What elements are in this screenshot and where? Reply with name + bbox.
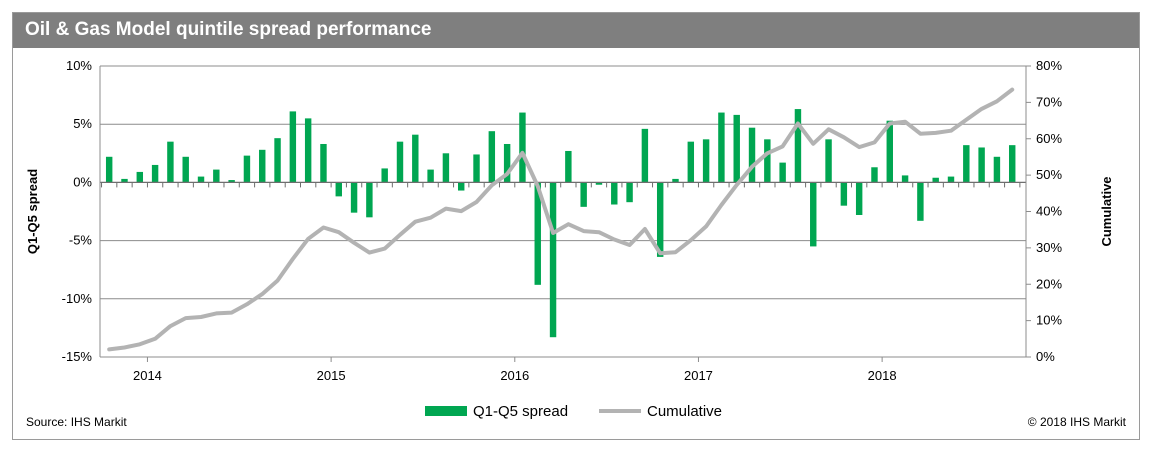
right-tick-label: 80% xyxy=(1036,58,1062,73)
spread-bar xyxy=(243,155,251,183)
spread-bar xyxy=(197,176,205,183)
right-tick-label: 20% xyxy=(1036,276,1062,291)
bar-series xyxy=(105,109,1016,338)
spread-bar xyxy=(672,178,679,183)
spread-bar xyxy=(917,182,924,221)
right-tick-label: 0% xyxy=(1036,349,1055,364)
spread-bar xyxy=(947,176,955,183)
spread-bar xyxy=(702,139,710,183)
line-series xyxy=(107,87,1015,352)
spread-bar xyxy=(519,112,526,183)
spread-bar xyxy=(764,139,771,183)
spread-bar xyxy=(151,164,159,183)
spread-bar xyxy=(580,182,587,207)
spread-bar xyxy=(289,111,297,183)
right-tick-label: 50% xyxy=(1036,167,1062,182)
spread-bar xyxy=(320,143,327,183)
right-tick-label: 60% xyxy=(1036,131,1062,146)
right-tick-label: 40% xyxy=(1036,204,1062,219)
spread-bar xyxy=(121,178,128,183)
spread-bar xyxy=(213,169,220,183)
spread-bar xyxy=(228,180,235,183)
spread-bar xyxy=(549,182,557,338)
x-tick-label: 2017 xyxy=(684,368,713,383)
spread-bar xyxy=(901,175,909,183)
spread-bar xyxy=(442,153,450,183)
spread-bar xyxy=(473,154,480,183)
spread-bar xyxy=(748,127,756,183)
spread-bar xyxy=(167,141,174,183)
legend-bar-label: Q1-Q5 spread xyxy=(473,403,568,420)
spread-bar xyxy=(656,182,664,257)
spread-bar xyxy=(458,182,465,191)
spread-bar xyxy=(595,182,603,185)
right-axis-title: Cumulative xyxy=(1099,176,1114,246)
spread-bar xyxy=(871,167,878,183)
legend-bar-swatch xyxy=(425,406,467,416)
spread-bar xyxy=(733,114,740,183)
spread-bar xyxy=(488,131,496,183)
spread-bar xyxy=(136,171,144,183)
spread-bar xyxy=(335,182,342,197)
source-note: Source: IHS Markit xyxy=(26,415,127,429)
copyright-note: © 2018 IHS Markit xyxy=(1027,415,1126,429)
spread-bar xyxy=(1009,145,1016,183)
x-tick-label: 2014 xyxy=(133,368,162,383)
chart-svg: 10% 5% 0% -5% -10% -15% 80% 70% 60% 50% 40% 30% 20% 1… xyxy=(25,58,1114,420)
cumulative-line xyxy=(107,87,1015,352)
spread-bar xyxy=(366,182,373,218)
right-tick-label: 70% xyxy=(1036,94,1062,109)
left-tick-label: 0% xyxy=(73,174,92,189)
left-axis-title: Q1-Q5 spread xyxy=(25,169,40,254)
spread-bar xyxy=(825,139,832,183)
left-tick-label: -15% xyxy=(62,349,93,364)
spread-bar xyxy=(534,182,541,285)
spread-bar xyxy=(886,120,893,183)
spread-bar xyxy=(350,182,358,213)
right-tick-label: 10% xyxy=(1036,313,1062,328)
spread-bar xyxy=(641,128,649,183)
spread-bar xyxy=(105,156,113,183)
x-tick-label: 2018 xyxy=(868,368,897,383)
x-tick-label: 2015 xyxy=(317,368,346,383)
spread-bar xyxy=(396,141,404,183)
spread-bar xyxy=(412,134,419,183)
zero-axis xyxy=(100,181,1026,188)
spread-bar xyxy=(381,168,388,183)
spread-bar xyxy=(993,156,1001,183)
chart-frame: Oil & Gas Model quintile spread performa… xyxy=(12,12,1140,440)
spread-bar xyxy=(932,177,939,183)
chart-title: Oil & Gas Model quintile spread performa… xyxy=(25,19,432,40)
spread-bar xyxy=(779,162,786,183)
spread-bar xyxy=(963,145,970,183)
spread-bar xyxy=(274,138,281,183)
axes: 10% 5% 0% -5% -10% -15% 80% 70% 60% 50% 40% 30% 20% 1… xyxy=(25,58,1114,383)
grid-lines xyxy=(100,65,1026,358)
spread-bar xyxy=(304,118,312,183)
spread-bar xyxy=(810,182,817,247)
spread-bar xyxy=(565,150,572,183)
left-tick-label: 10% xyxy=(66,58,92,73)
x-tick-label: 2016 xyxy=(500,368,529,383)
spread-bar xyxy=(718,112,725,183)
left-tick-label: 5% xyxy=(73,116,92,131)
legend: Q1-Q5 spread Cumulative xyxy=(425,403,722,420)
spread-bar xyxy=(182,156,189,183)
spread-bar xyxy=(794,109,802,183)
spread-bar xyxy=(855,182,863,215)
spread-bar xyxy=(978,147,985,183)
spread-bar xyxy=(840,182,848,206)
right-tick-label: 30% xyxy=(1036,240,1062,255)
spread-bar xyxy=(611,182,618,205)
title-bar: Oil & Gas Model quintile spread performa… xyxy=(13,13,1139,48)
legend-line-label: Cumulative xyxy=(647,403,722,420)
left-tick-label: -10% xyxy=(62,291,93,306)
left-tick-label: -5% xyxy=(69,233,93,248)
spread-bar xyxy=(687,141,695,183)
spread-bar xyxy=(427,169,434,183)
spread-bar xyxy=(626,182,633,203)
spread-bar xyxy=(503,143,511,183)
spread-bar xyxy=(259,149,266,183)
